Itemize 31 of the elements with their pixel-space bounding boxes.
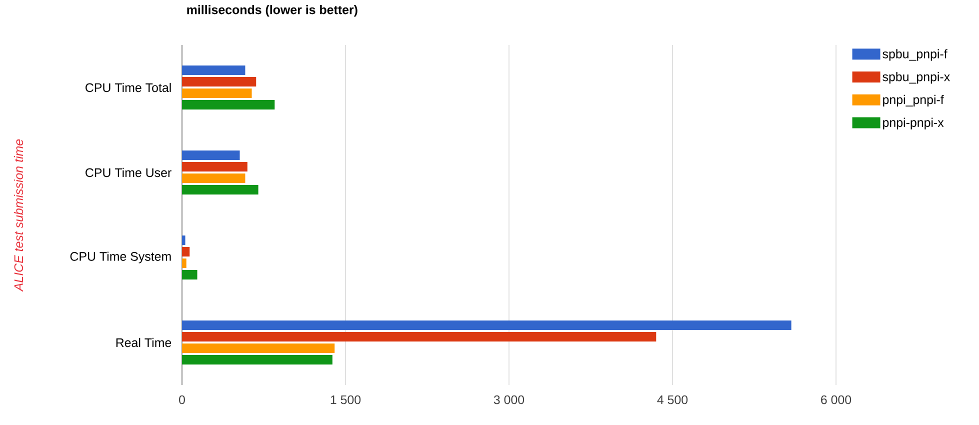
legend-label: pnpi-pnpi-x [883,118,944,130]
chart-title: milliseconds (lower is better) [187,5,358,17]
bar [182,77,256,87]
y-tick-label: Real Time [116,338,172,348]
bar [182,344,335,354]
legend-label: pnpi_pnpi-f [883,94,944,107]
bar [182,66,246,76]
bar [182,150,240,160]
y-tick-label: CPU Time User [86,168,172,178]
bar [182,185,258,195]
x-tick-label: 1 500 [330,395,361,404]
bar [182,162,248,172]
bar [182,258,186,268]
bar [182,355,332,365]
bar [182,270,198,280]
x-tick-label: 4 500 [657,395,688,404]
x-tick-label: 3 000 [494,395,524,404]
y-tick-label: CPU Time System [70,252,171,264]
x-tick-label: 0 [179,395,185,404]
legend-label: spbu_pnpi-x [882,72,950,84]
bar [182,100,275,110]
bar [182,174,246,184]
bar [182,88,252,98]
legend-label: spbu_pnpi-f [882,49,948,61]
bar [182,236,186,246]
bar [182,320,792,330]
y-axis-title: ALICE test submission time [14,139,24,292]
bar [182,332,656,342]
bar [182,247,190,257]
x-tick-label: 6 000 [821,395,852,404]
y-tick-label: CPU Time Total [86,82,171,92]
